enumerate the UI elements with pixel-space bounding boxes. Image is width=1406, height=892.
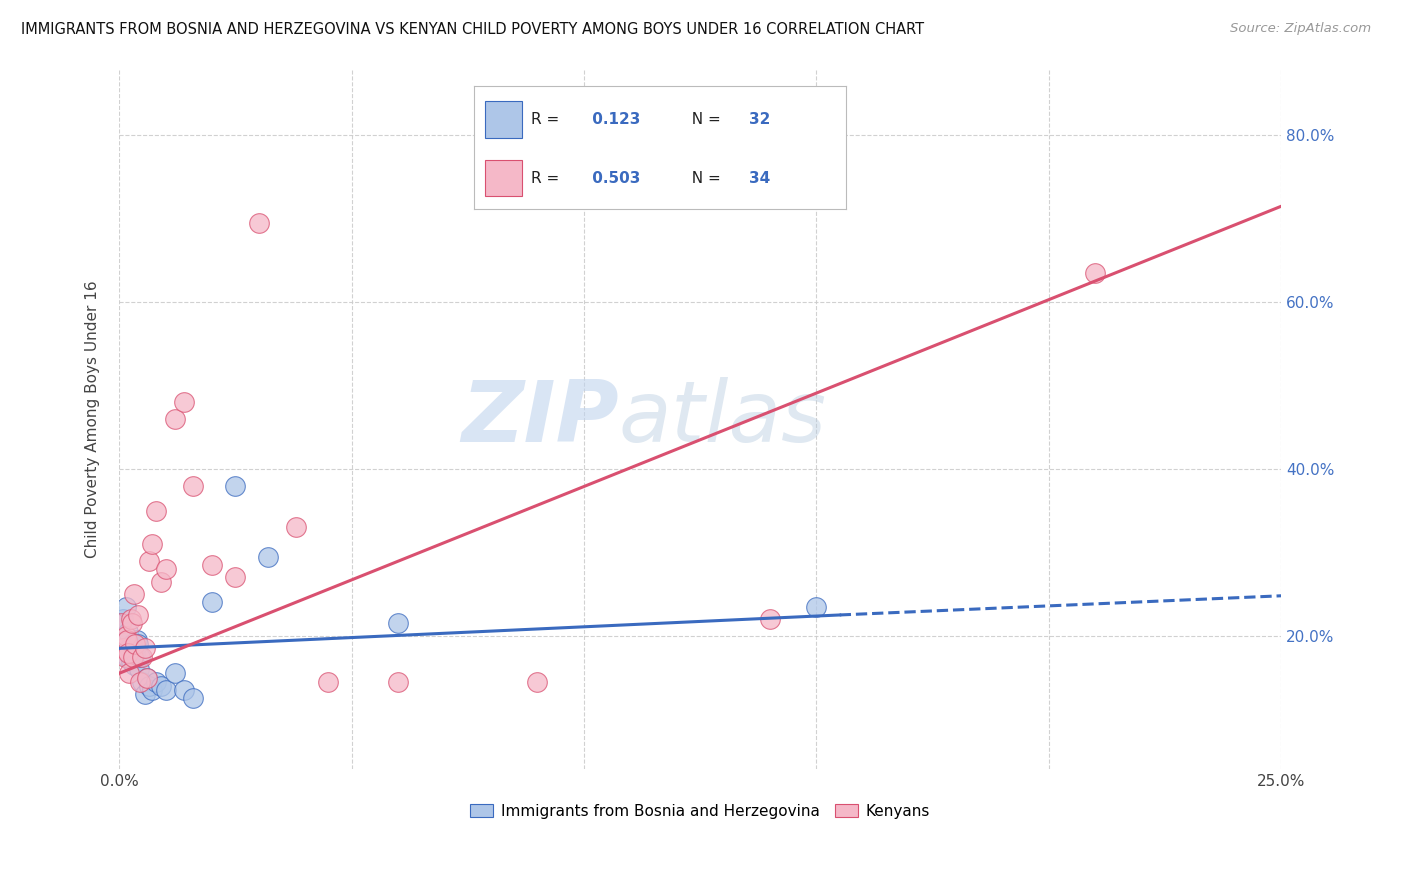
- Point: [183, 478, 205, 492]
- Point: [122, 587, 145, 601]
- Point: [118, 641, 141, 656]
- Point: [284, 520, 307, 534]
- Point: [201, 595, 224, 609]
- Point: [110, 616, 132, 631]
- Point: [121, 616, 143, 631]
- Point: [122, 649, 145, 664]
- Point: [134, 641, 156, 656]
- Point: [759, 612, 782, 626]
- Point: [141, 537, 163, 551]
- Point: [136, 671, 159, 685]
- Text: Source: ZipAtlas.com: Source: ZipAtlas.com: [1230, 22, 1371, 36]
- Point: [125, 632, 148, 647]
- Point: [1084, 266, 1107, 280]
- Point: [224, 570, 246, 584]
- Point: [247, 216, 270, 230]
- Point: [127, 607, 149, 622]
- Point: [121, 637, 143, 651]
- Point: [129, 649, 152, 664]
- Text: IMMIGRANTS FROM BOSNIA AND HERZEGOVINA VS KENYAN CHILD POVERTY AMONG BOYS UNDER : IMMIGRANTS FROM BOSNIA AND HERZEGOVINA V…: [21, 22, 924, 37]
- Point: [138, 679, 160, 693]
- Point: [114, 649, 136, 664]
- Point: [224, 478, 246, 492]
- Point: [141, 683, 163, 698]
- Point: [163, 666, 186, 681]
- Point: [120, 654, 142, 668]
- Point: [256, 549, 278, 564]
- Point: [138, 554, 160, 568]
- Point: [120, 612, 142, 626]
- Point: [115, 629, 138, 643]
- Point: [117, 632, 139, 647]
- Point: [128, 662, 150, 676]
- Point: [136, 671, 159, 685]
- Point: [806, 599, 828, 614]
- Point: [122, 641, 145, 656]
- Point: [134, 687, 156, 701]
- Legend: Immigrants from Bosnia and Herzegovina, Kenyans: Immigrants from Bosnia and Herzegovina, …: [464, 797, 936, 825]
- Point: [316, 674, 339, 689]
- Point: [129, 674, 152, 689]
- Point: [117, 646, 139, 660]
- Point: [118, 666, 141, 681]
- Point: [173, 395, 195, 409]
- Point: [145, 504, 167, 518]
- Point: [114, 632, 136, 647]
- Point: [145, 674, 167, 689]
- Point: [183, 691, 205, 706]
- Point: [115, 599, 138, 614]
- Point: [124, 637, 146, 651]
- Point: [117, 624, 139, 639]
- Point: [149, 574, 172, 589]
- Point: [111, 612, 134, 626]
- Point: [124, 646, 146, 660]
- Point: [131, 674, 153, 689]
- Point: [110, 616, 132, 631]
- Point: [163, 412, 186, 426]
- Point: [131, 649, 153, 664]
- Point: [155, 683, 177, 698]
- Text: atlas: atlas: [619, 377, 827, 460]
- Point: [387, 674, 409, 689]
- Point: [111, 641, 134, 656]
- Y-axis label: Child Poverty Among Boys Under 16: Child Poverty Among Boys Under 16: [86, 280, 100, 558]
- Point: [127, 637, 149, 651]
- Point: [173, 683, 195, 698]
- Text: ZIP: ZIP: [461, 377, 619, 460]
- Point: [526, 674, 548, 689]
- Point: [117, 649, 139, 664]
- Point: [155, 562, 177, 576]
- Point: [201, 558, 224, 572]
- Point: [387, 616, 409, 631]
- Point: [122, 658, 145, 673]
- Point: [149, 679, 172, 693]
